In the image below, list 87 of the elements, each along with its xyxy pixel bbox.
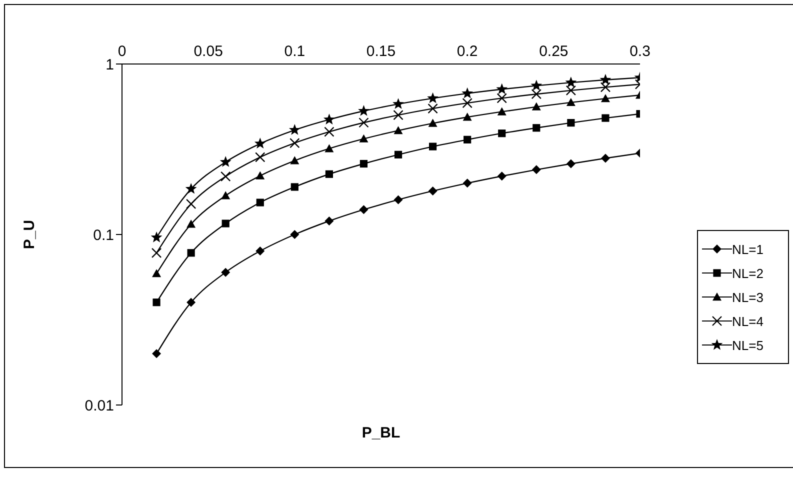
x-tick-label: 0.3	[630, 43, 650, 60]
legend-label: NL=2	[732, 266, 764, 280]
point	[324, 216, 334, 226]
point	[256, 171, 265, 180]
y-tick-label: 1	[106, 56, 114, 74]
point	[531, 89, 542, 100]
point	[290, 183, 298, 191]
point	[429, 142, 437, 150]
point	[428, 186, 438, 196]
point	[462, 98, 472, 108]
legend-label: NL=4	[732, 314, 764, 328]
point	[221, 268, 230, 277]
point	[222, 220, 230, 228]
point	[602, 114, 610, 122]
point	[428, 103, 438, 114]
point	[186, 198, 196, 210]
point	[530, 80, 542, 91]
point	[600, 82, 611, 92]
point	[393, 110, 404, 120]
point	[497, 172, 506, 181]
x-tick-label: 0.2	[456, 43, 478, 60]
point	[150, 232, 162, 242]
point	[567, 119, 575, 127]
point	[360, 160, 368, 168]
x-tick-label: 0.15	[366, 43, 396, 60]
point	[566, 85, 576, 96]
point	[185, 182, 197, 194]
point	[152, 269, 162, 278]
point	[428, 118, 438, 127]
point	[532, 124, 540, 132]
point	[358, 118, 369, 128]
point	[462, 112, 472, 121]
point	[392, 98, 404, 109]
point	[600, 154, 610, 163]
point	[254, 138, 266, 149]
point	[462, 178, 472, 188]
point	[256, 198, 264, 206]
point	[496, 93, 507, 104]
legend-label: NL=3	[732, 290, 764, 304]
point	[151, 248, 162, 258]
point	[324, 126, 334, 137]
point	[464, 136, 472, 144]
point	[290, 156, 300, 164]
point	[462, 87, 474, 98]
point	[600, 74, 612, 85]
point	[566, 98, 576, 106]
y-tick-label: 0.1	[93, 226, 114, 244]
point	[220, 156, 232, 167]
x-tick-label: 0.05	[194, 43, 223, 60]
point	[290, 230, 300, 239]
point	[290, 138, 300, 148]
point	[288, 124, 300, 135]
y-tick-label: 0.01	[84, 397, 114, 414]
point	[427, 92, 439, 104]
x-axis-title: P_BL	[362, 424, 400, 442]
point	[565, 76, 577, 88]
legend-label: NL=1	[732, 242, 764, 256]
point	[256, 246, 265, 256]
x-tick-label: 0	[118, 43, 126, 60]
point	[220, 171, 231, 182]
point	[496, 83, 508, 94]
point	[325, 170, 333, 178]
point	[566, 159, 576, 168]
point	[394, 195, 403, 204]
point	[187, 249, 195, 257]
point	[358, 105, 370, 116]
point	[532, 165, 541, 174]
point	[394, 126, 403, 134]
point	[497, 107, 506, 116]
point	[532, 102, 541, 110]
point	[152, 349, 162, 358]
y-axis-title: P_U	[22, 220, 38, 250]
point	[359, 205, 368, 214]
point	[186, 298, 196, 307]
point	[324, 144, 334, 152]
x-tick-label: 0.25	[539, 43, 568, 60]
point	[359, 134, 368, 142]
point	[394, 150, 402, 158]
legend-label: NL=5	[732, 338, 764, 352]
point	[255, 152, 266, 162]
x-tick-label: 0.1	[284, 43, 306, 60]
point	[498, 130, 506, 138]
point	[600, 94, 610, 102]
point	[323, 114, 335, 124]
point	[221, 191, 230, 200]
point	[152, 298, 160, 306]
point	[186, 220, 196, 228]
